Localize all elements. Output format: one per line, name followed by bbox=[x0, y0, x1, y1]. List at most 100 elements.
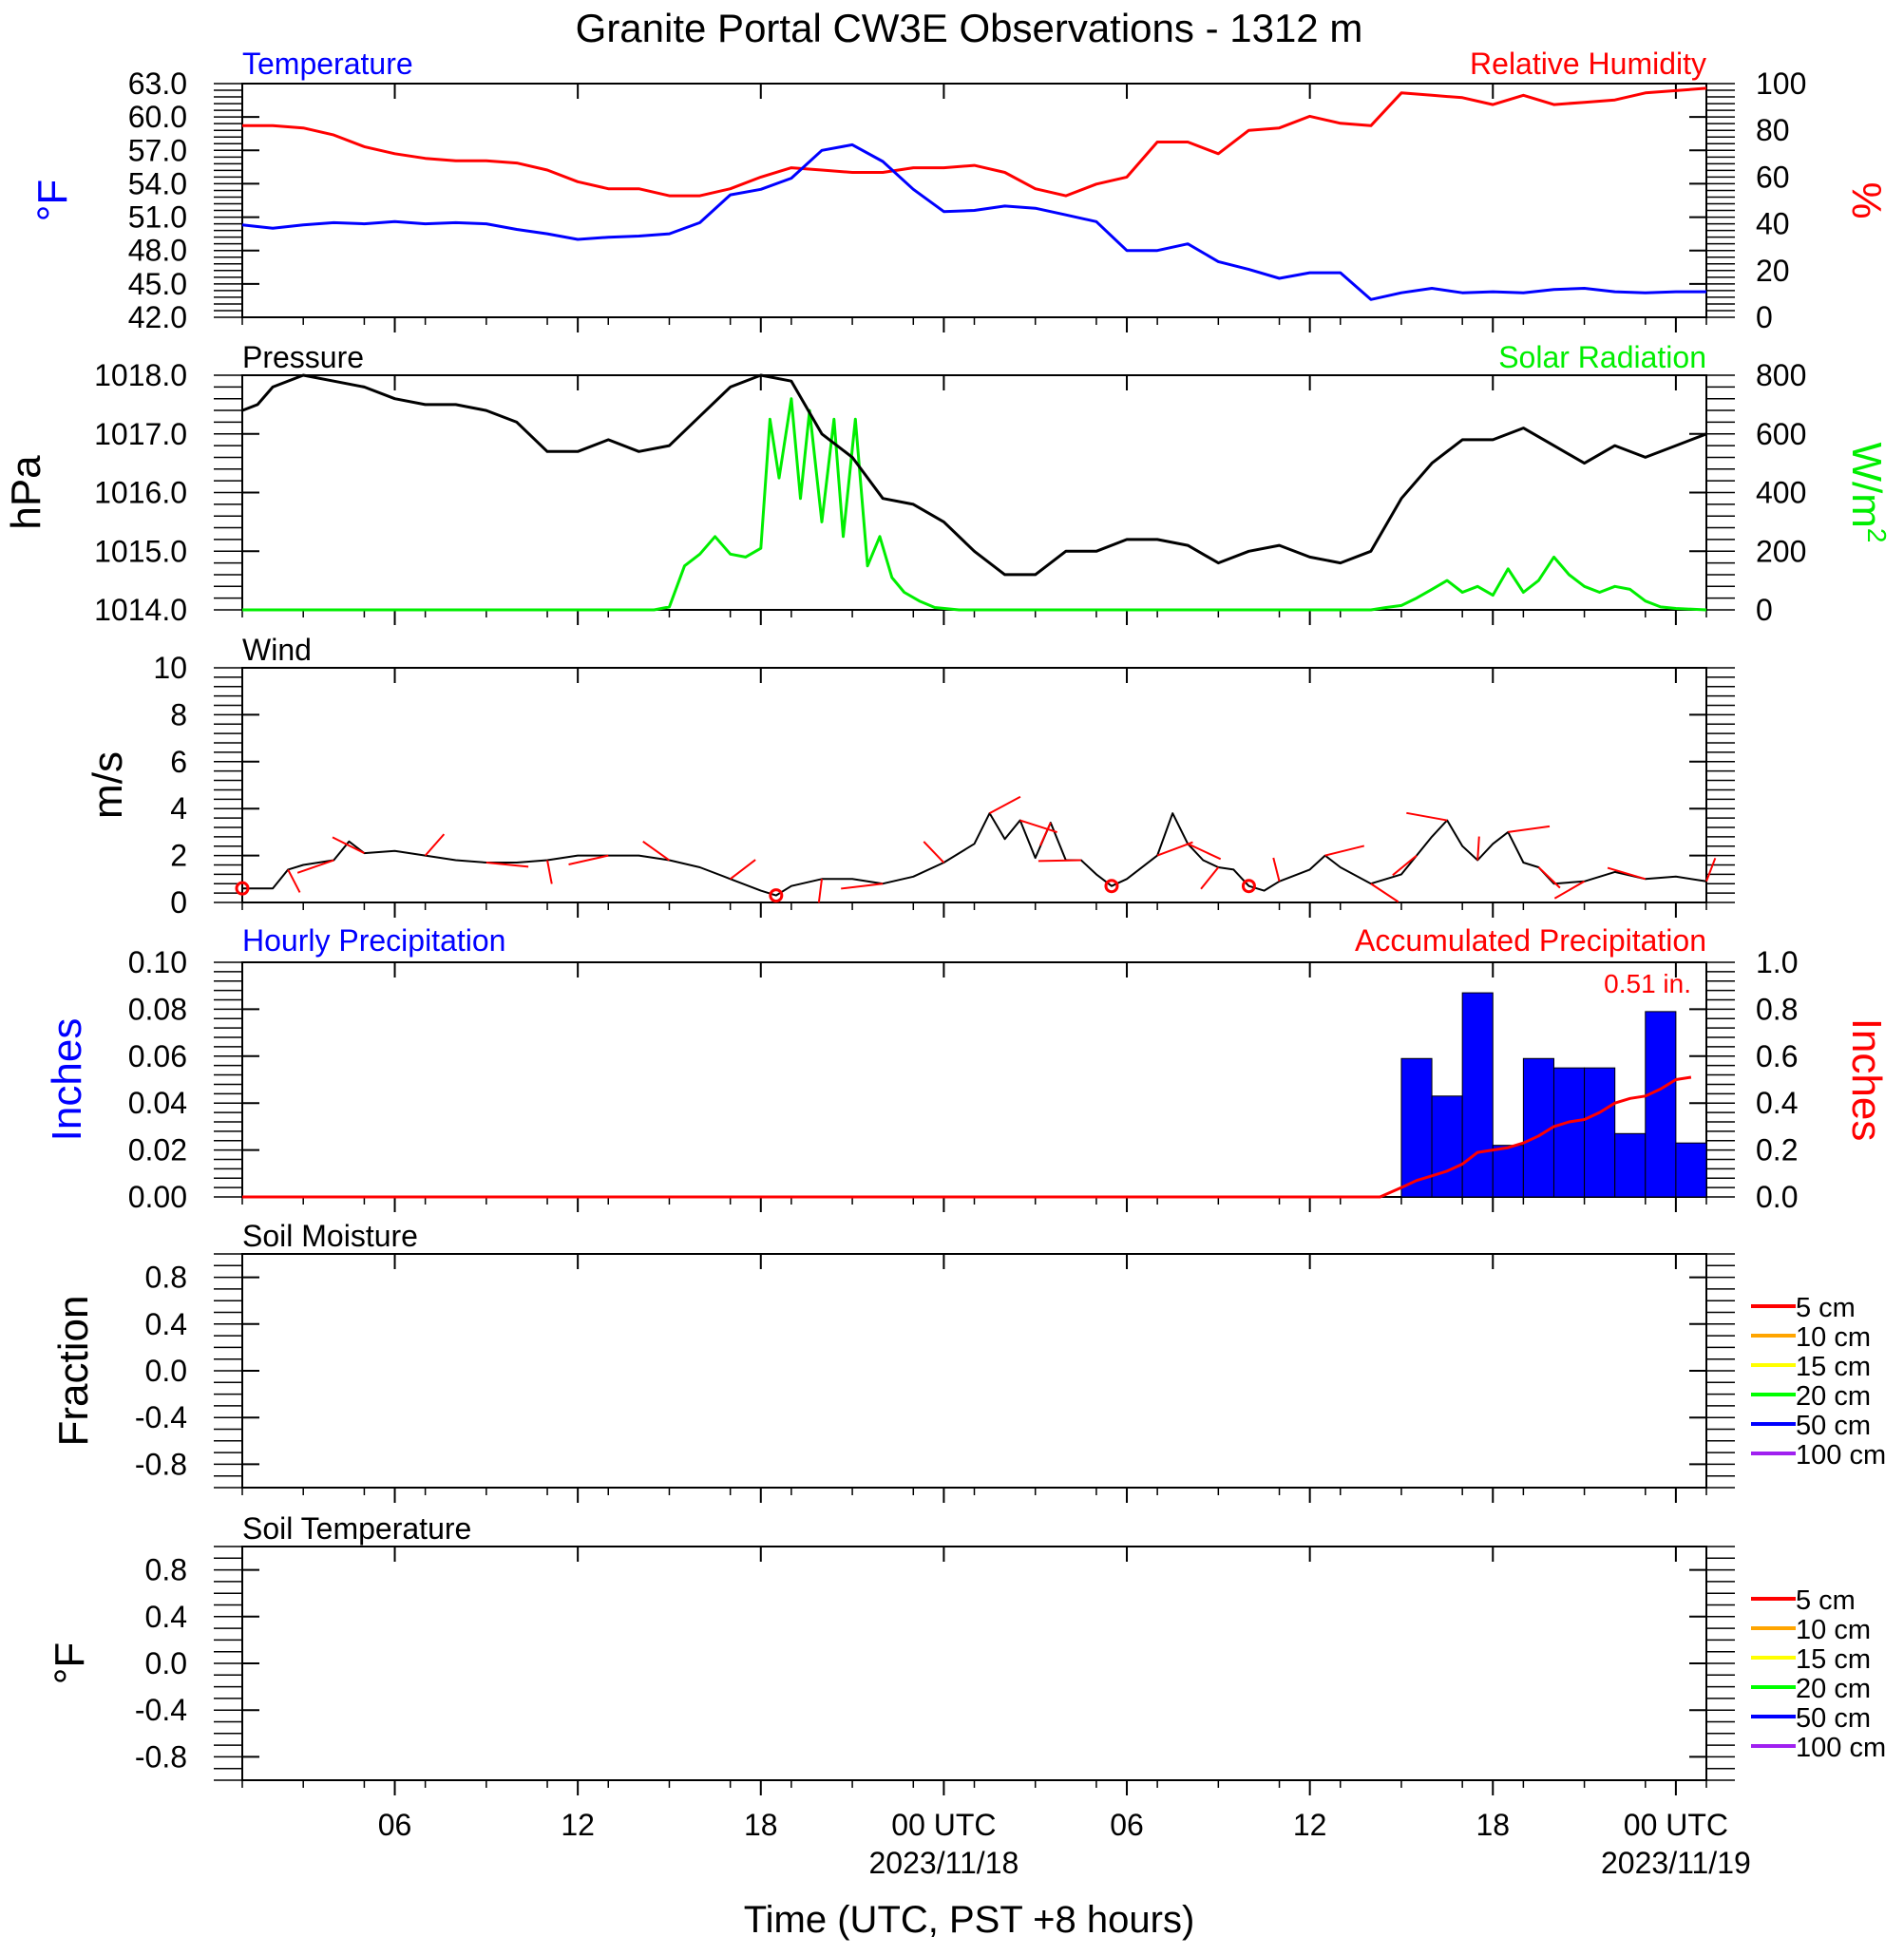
y-right-tick-label: 80 bbox=[1756, 113, 1790, 147]
y-tick-label: -0.4 bbox=[135, 1693, 187, 1727]
x-tick-label: 06 bbox=[1110, 1808, 1144, 1842]
soil-temperature-panel bbox=[241, 1546, 1707, 1781]
y-right-tick-label: 0 bbox=[1756, 593, 1773, 627]
y-tick-label: -0.8 bbox=[135, 1447, 187, 1481]
y-tick-label: 63.0 bbox=[128, 66, 187, 101]
wind-barb bbox=[1200, 866, 1220, 890]
wind-calm-marker bbox=[235, 881, 250, 896]
wind-barb bbox=[332, 836, 365, 855]
y-tick-label: -0.8 bbox=[135, 1739, 187, 1774]
wind-barb bbox=[1038, 822, 1052, 846]
wind-barb bbox=[1324, 845, 1365, 857]
precip-hourly-unit: Inches bbox=[44, 1018, 90, 1142]
pressure-line bbox=[241, 373, 1707, 577]
solar-unit: W/m2 bbox=[1843, 443, 1892, 543]
precip-accum-title: Accumulated Precipitation bbox=[1355, 923, 1706, 958]
precip-bar bbox=[1431, 1095, 1463, 1198]
wind-barb bbox=[486, 862, 529, 868]
y-right-tick-label: 1.0 bbox=[1756, 945, 1798, 979]
wind-panel bbox=[241, 667, 1707, 903]
legend-label: 50 cm bbox=[1796, 1703, 1871, 1734]
y-right-tick-label: 0.0 bbox=[1756, 1180, 1798, 1214]
wind-barb bbox=[817, 879, 823, 903]
y-tick-label: 1016.0 bbox=[94, 476, 187, 510]
precip-bar bbox=[1675, 1142, 1707, 1198]
humidity-title: Relative Humidity bbox=[1470, 47, 1706, 81]
wind-barb bbox=[730, 859, 756, 881]
y-tick-label: 0.4 bbox=[145, 1307, 187, 1341]
x-tick-label: 00 UTC bbox=[1624, 1808, 1728, 1842]
wind-barb bbox=[1406, 811, 1448, 822]
x-tick-label: 12 bbox=[561, 1808, 595, 1842]
wind-calm-marker bbox=[1241, 879, 1256, 894]
soil-temperature-title: Soil Temperature bbox=[242, 1511, 471, 1546]
x-tick-date: 2023/11/18 bbox=[869, 1846, 1019, 1880]
wind-barb bbox=[296, 859, 334, 874]
wind-barb bbox=[1607, 866, 1647, 881]
precip-bar bbox=[1400, 1057, 1433, 1198]
y-right-tick-label: 400 bbox=[1756, 476, 1806, 510]
wind-barb bbox=[424, 833, 446, 857]
y-tick-label: 45.0 bbox=[128, 267, 187, 301]
wind-barb bbox=[1392, 854, 1418, 877]
wind-barb bbox=[1272, 857, 1281, 883]
wind-speed-line bbox=[242, 812, 1707, 897]
precip-bar bbox=[1614, 1132, 1647, 1198]
wind-barb bbox=[1553, 880, 1586, 900]
wind-barb bbox=[568, 854, 609, 865]
x-tick-label: 18 bbox=[744, 1808, 778, 1842]
y-tick-label: 0.0 bbox=[145, 1354, 187, 1388]
x-tick-label: 12 bbox=[1293, 1808, 1327, 1842]
pressure-title: Pressure bbox=[242, 340, 364, 374]
wind-barb bbox=[546, 860, 553, 884]
legend-label: 5 cm bbox=[1796, 1293, 1856, 1323]
y-tick-label: 6 bbox=[170, 745, 187, 779]
wind-barb bbox=[1019, 819, 1057, 834]
y-tick-label: -0.4 bbox=[135, 1400, 187, 1434]
y-right-tick-label: 40 bbox=[1756, 207, 1790, 241]
y-tick-label: 42.0 bbox=[128, 300, 187, 334]
legend-label: 15 cm bbox=[1796, 1644, 1871, 1675]
y-tick-label: 48.0 bbox=[128, 234, 187, 268]
humidity-line bbox=[242, 86, 1707, 198]
legend-label: 10 cm bbox=[1796, 1322, 1871, 1353]
precip-hourly-title: Hourly Precipitation bbox=[242, 923, 505, 958]
x-tick-label: 00 UTC bbox=[891, 1808, 996, 1842]
solar-line bbox=[242, 397, 1707, 612]
y-right-tick-label: 100 bbox=[1756, 66, 1806, 101]
y-tick-label: 54.0 bbox=[128, 166, 187, 200]
y-right-tick-label: 200 bbox=[1756, 534, 1806, 568]
temperature-title: Temperature bbox=[242, 47, 413, 81]
x-tick-label: 18 bbox=[1476, 1808, 1510, 1842]
y-right-tick-label: 0.6 bbox=[1756, 1039, 1798, 1073]
wind-barb bbox=[1476, 836, 1480, 861]
y-tick-label: 4 bbox=[170, 791, 187, 826]
legend-label: 20 cm bbox=[1796, 1674, 1871, 1704]
precip-total-label: 0.51 in. bbox=[1604, 969, 1691, 998]
wind-barb bbox=[923, 841, 945, 864]
x-tick-date: 2023/11/19 bbox=[1601, 1846, 1751, 1880]
legend-label: 100 cm bbox=[1796, 1733, 1886, 1763]
y-right-tick-label: 0 bbox=[1756, 300, 1773, 334]
soil-moisture-title: Soil Moisture bbox=[242, 1219, 418, 1253]
y-tick-label: 0.8 bbox=[145, 1553, 187, 1587]
y-right-tick-label: 800 bbox=[1756, 358, 1806, 392]
y-tick-label: 1018.0 bbox=[94, 358, 187, 392]
y-right-tick-label: 0.2 bbox=[1756, 1133, 1798, 1167]
y-tick-label: 60.0 bbox=[128, 100, 187, 134]
precip-bar bbox=[1492, 1145, 1524, 1198]
precip-accum-unit: Inches bbox=[1843, 1018, 1890, 1142]
y-tick-label: 2 bbox=[170, 839, 187, 873]
legend-label: 15 cm bbox=[1796, 1352, 1871, 1382]
precip-bar bbox=[1461, 992, 1494, 1198]
temperature-unit: °F bbox=[29, 180, 76, 221]
wind-barb bbox=[989, 795, 1021, 815]
wind-barb bbox=[1038, 859, 1081, 863]
legend-label: 100 cm bbox=[1796, 1440, 1886, 1471]
precip-accum-line bbox=[242, 1075, 1692, 1199]
wind-unit: m/s bbox=[85, 751, 131, 819]
wind-barb bbox=[1156, 841, 1193, 857]
x-axis-label: Time (UTC, PST +8 hours) bbox=[744, 1899, 1195, 1941]
